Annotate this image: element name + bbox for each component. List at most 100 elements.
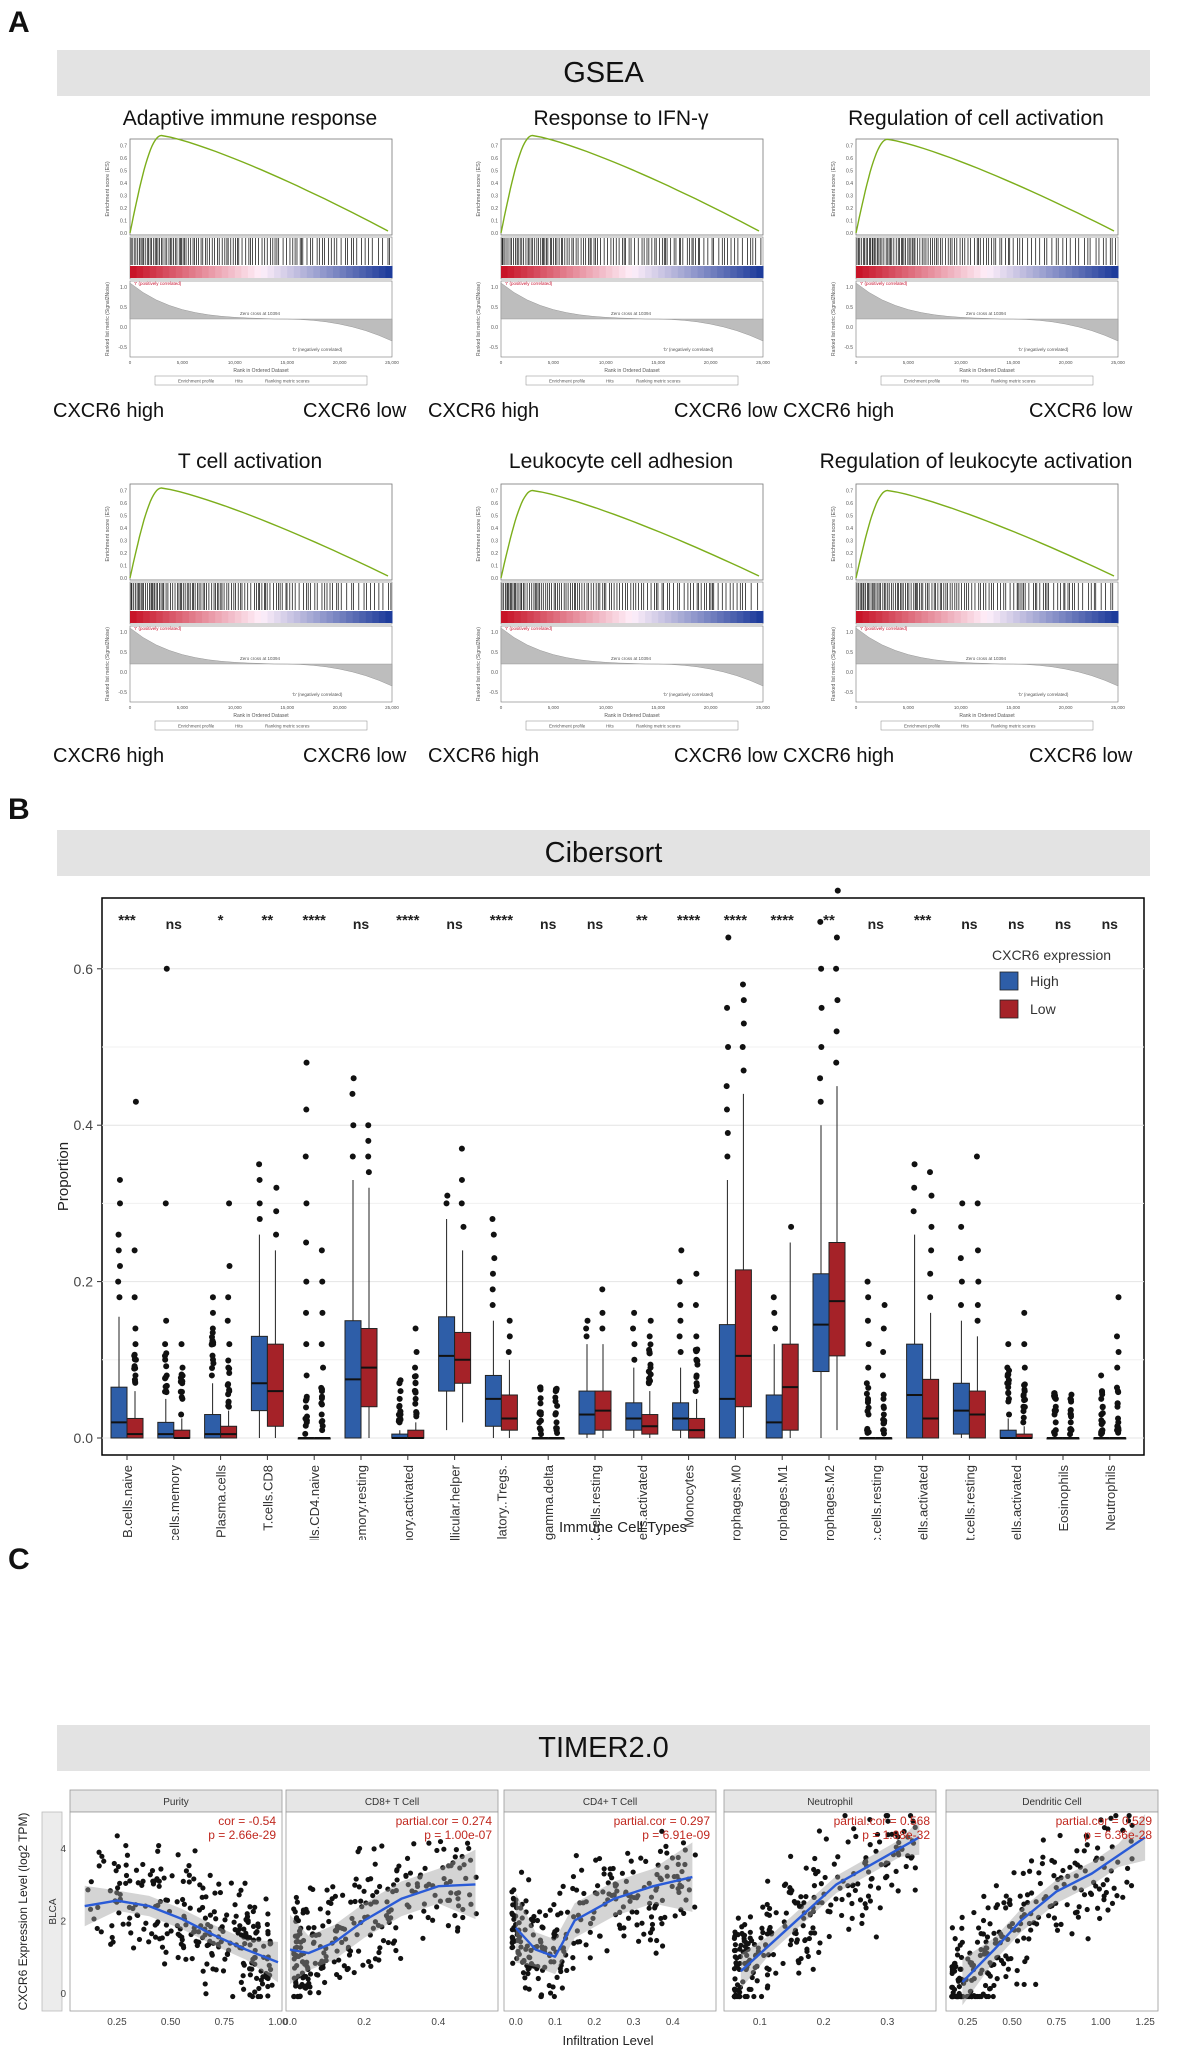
scatter-point [316,1990,322,1996]
outlier-point [273,1184,280,1191]
scatter-point [340,1892,346,1898]
scatter-point [1014,1938,1021,1944]
scatter-point [662,1914,668,1920]
rank-gradient-cell [234,266,242,278]
rank-gradient-cell [875,266,883,278]
scatter-point [99,1853,105,1859]
outlier-point [209,1364,216,1371]
scatter-point [949,1993,955,2000]
outlier-point [256,1176,263,1183]
scatter-point [877,1905,883,1911]
scatter-point [853,1833,859,1840]
outlier-point [489,1270,496,1277]
scatter-point [806,1935,812,1942]
gsea-plot-title: Response to IFN-γ [533,107,709,130]
low-box [734,1269,752,1408]
panel-a-letter: A [8,6,30,39]
outlier-point [599,1286,606,1293]
scatter-point [560,1883,566,1889]
outlier-point [303,1106,310,1113]
enrichment-curve [129,487,389,579]
rank-gradient-cell [1000,611,1008,623]
outlier-point [116,1294,123,1301]
scatter-point [330,1884,336,1890]
rank-gradient-cell [169,266,177,278]
x-tick-label: T.cells.CD8 [260,1465,275,1531]
facet-title: Purity [163,1797,189,1808]
cxcr6-low-label: CXCR6 low [674,745,778,767]
scatter-point [242,1880,248,1886]
scatter-point [186,1872,192,1878]
outlier-point [209,1294,216,1301]
scatter-point [1101,1893,1107,1899]
scatter-point [199,1904,206,1911]
rank-gradient-cell [954,611,962,623]
scatter-point [1074,1909,1080,1915]
scatter-point [949,1925,955,1931]
outlier-point [817,1075,824,1082]
y-tick-label: 0.6 [74,961,94,977]
scatter-point [426,1840,432,1846]
significance-label: ** [823,912,835,929]
outlier-point [458,1200,465,1207]
outlier-point [554,1402,561,1409]
rank-gradient-cell [1013,266,1021,278]
scatter-point [874,1831,881,1838]
scatter-point [587,1929,593,1935]
es-axis-label: Enrichment score (ES) [831,161,837,216]
scatter-point [734,1982,741,1988]
gsea-banner: GSEA [57,50,1150,96]
scatter-point [737,1946,743,1952]
outlier-point [1005,1341,1012,1348]
significance-label: *** [118,912,136,929]
scatter-point [228,1880,234,1886]
scatter-point [787,1942,794,1948]
scatter-point [455,1896,461,1902]
outlier-point [537,1417,544,1424]
outlier-point [179,1372,186,1379]
scatter-point [692,1904,698,1910]
scatter-point [570,1965,576,1971]
outlier-point [397,1388,404,1395]
scatter-point [896,1839,902,1846]
timer-x-tick: 1.00 [1091,2017,1111,2028]
rank-gradient-cell [960,266,968,278]
scatter-point [873,1934,879,1940]
scatter-point [183,1956,189,1962]
scatter-point [983,1945,989,1951]
scatter-point [564,1909,571,1915]
outlier-point [256,1200,263,1207]
scatter-point [189,1955,195,1962]
metric-area [129,627,393,687]
high-box [672,1402,690,1431]
outlier-point [163,1382,170,1389]
scatter-point [810,1925,816,1931]
significance-label: ** [262,912,274,929]
rank-gradient-cell [566,611,574,623]
rank-tick: 0 [500,360,503,365]
rank-gradient-cell [149,266,157,278]
outlier-point [1098,1421,1105,1428]
rank-axis-label: Rank in Ordered Dataset [959,368,1015,374]
scatter-point [551,1935,557,1941]
x-tick-label: NK.cells.resting [588,1465,603,1540]
rank-gradient-cell [954,266,962,278]
rank-gradient-cell [339,266,347,278]
scatter-point [356,1948,362,1954]
outlier-point [834,887,841,894]
scatter-point [959,1939,965,1945]
legend-metric: Ranking metric scores [636,724,681,729]
scatter-point [675,1854,681,1861]
scatter-point [404,1902,410,1908]
scatter-point [627,1898,633,1904]
outlier-point [928,1192,935,1199]
outlier-point [302,1153,309,1160]
scatter-point [951,1962,957,1968]
scatter-point [1077,1864,1083,1870]
scatter-point [1039,1860,1045,1867]
scatter-point [597,1933,603,1939]
scatter-point [833,1896,839,1902]
scatter-point [1094,1845,1101,1851]
scatter-point [653,1950,659,1956]
